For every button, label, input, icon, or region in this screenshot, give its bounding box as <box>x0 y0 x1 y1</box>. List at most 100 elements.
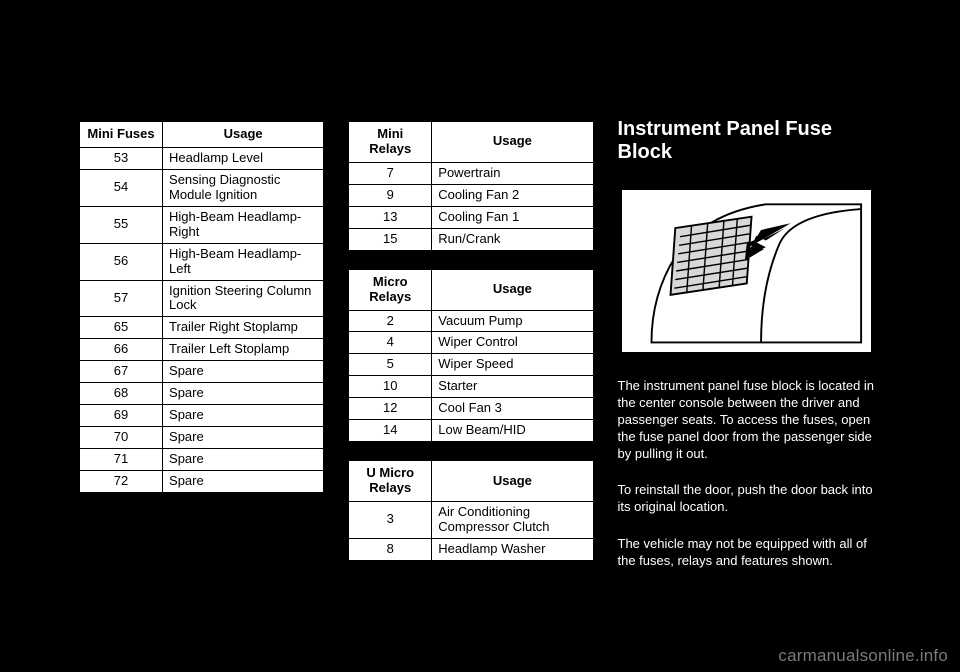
table-cell-number: 71 <box>80 449 163 471</box>
table-header-row: Mini Fuses Usage <box>80 120 324 147</box>
table-cell-number: 4 <box>349 332 432 354</box>
table-row: 67Spare <box>80 361 324 383</box>
table-row: 13Cooling Fan 1 <box>349 206 593 228</box>
table-header: Micro Relays <box>349 268 432 310</box>
table-cell-usage: Cooling Fan 2 <box>432 184 593 206</box>
table-cell-number: 5 <box>349 354 432 376</box>
table-cell-number: 9 <box>349 184 432 206</box>
table-cell-number: 10 <box>349 376 432 398</box>
mini-fuses-table: Mini Fuses Usage 53Headlamp Level54Sensi… <box>79 118 324 496</box>
table-cell-number: 13 <box>349 206 432 228</box>
table-cell-usage: Air Conditioning Compressor Clutch <box>432 502 593 539</box>
section-paragraph: The vehicle may not be equipped with all… <box>618 536 876 570</box>
column-1: Mini Fuses Usage 53Headlamp Level54Sensi… <box>79 118 324 608</box>
table-cell-number: 68 <box>80 383 163 405</box>
section-paragraph: To reinstall the door, push the door bac… <box>618 482 876 516</box>
table-cell-number: 15 <box>349 228 432 251</box>
column-3: Instrument Panel Fuse Block <box>618 118 876 608</box>
table-cell-number: 2 <box>349 310 432 332</box>
table-row: 56High-Beam Headlamp-Left <box>80 243 324 280</box>
table-cell-usage: High-Beam Headlamp-Right <box>163 206 324 243</box>
table-cell-number: 12 <box>349 398 432 420</box>
table-row: 65Trailer Right Stoplamp <box>80 317 324 339</box>
table-row: 69Spare <box>80 405 324 427</box>
table-cell-usage: Ignition Steering Column Lock <box>163 280 324 317</box>
table-row: 54Sensing Diagnostic Module Ignition <box>80 169 324 206</box>
table-row: 12Cool Fan 3 <box>349 398 593 420</box>
table-header: U Micro Relays <box>349 459 432 501</box>
table-cell-number: 7 <box>349 162 432 184</box>
table-cell-usage: Headlamp Level <box>163 147 324 169</box>
table-header-row: Micro Relays Usage <box>349 268 593 310</box>
table-cell-number: 14 <box>349 420 432 443</box>
table-header: Usage <box>432 459 593 501</box>
table-row: 5Wiper Speed <box>349 354 593 376</box>
table-cell-usage: Spare <box>163 361 324 383</box>
table-header: Mini Fuses <box>80 120 163 147</box>
table-cell-usage: Cooling Fan 1 <box>432 206 593 228</box>
pointer-arrow-icon <box>744 222 792 260</box>
table-cell-number: 8 <box>349 538 432 561</box>
table-row: 55High-Beam Headlamp-Right <box>80 206 324 243</box>
table-row: 68Spare <box>80 383 324 405</box>
table-row: 10Starter <box>349 376 593 398</box>
table-header: Mini Relays <box>349 120 432 162</box>
table-header-row: Mini Relays Usage <box>349 120 593 162</box>
table-cell-number: 67 <box>80 361 163 383</box>
table-cell-usage: Spare <box>163 470 324 493</box>
table-row: 53Headlamp Level <box>80 147 324 169</box>
table-row: 2Vacuum Pump <box>349 310 593 332</box>
fuse-block-figure <box>618 186 876 356</box>
table-row: 7Powertrain <box>349 162 593 184</box>
table-row: 15Run/Crank <box>349 228 593 251</box>
table-row: 9Cooling Fan 2 <box>349 184 593 206</box>
table-cell-usage: Starter <box>432 376 593 398</box>
table-row: 57Ignition Steering Column Lock <box>80 280 324 317</box>
table-row: 3Air Conditioning Compressor Clutch <box>349 502 593 539</box>
table-row: 14Low Beam/HID <box>349 420 593 443</box>
watermark-text: carmanualsonline.info <box>778 646 948 666</box>
table-cell-usage: Run/Crank <box>432 228 593 251</box>
table-cell-usage: High-Beam Headlamp-Left <box>163 243 324 280</box>
table-cell-number: 3 <box>349 502 432 539</box>
table-cell-number: 54 <box>80 169 163 206</box>
table-cell-usage: Wiper Speed <box>432 354 593 376</box>
table-cell-usage: Headlamp Washer <box>432 538 593 561</box>
table-row: 8Headlamp Washer <box>349 538 593 561</box>
table-row: 70Spare <box>80 427 324 449</box>
u-micro-relays-table: U Micro Relays Usage 3Air Conditioning C… <box>348 457 593 564</box>
table-header: Usage <box>432 120 593 162</box>
table-cell-usage: Trailer Left Stoplamp <box>163 339 324 361</box>
table-row: 4Wiper Control <box>349 332 593 354</box>
fuse-block-svg <box>622 190 872 352</box>
table-cell-number: 56 <box>80 243 163 280</box>
table-cell-number: 69 <box>80 405 163 427</box>
micro-relays-table: Micro Relays Usage 2Vacuum Pump4Wiper Co… <box>348 266 593 446</box>
table-cell-usage: Cool Fan 3 <box>432 398 593 420</box>
section-paragraph: The instrument panel fuse block is locat… <box>618 378 876 462</box>
table-header: Usage <box>163 120 324 147</box>
table-cell-usage: Sensing Diagnostic Module Ignition <box>163 169 324 206</box>
page-content: Mini Fuses Usage 53Headlamp Level54Sensi… <box>79 118 875 608</box>
section-title: Instrument Panel Fuse Block <box>618 118 876 164</box>
table-cell-number: 66 <box>80 339 163 361</box>
column-2: Mini Relays Usage 7Powertrain9Cooling Fa… <box>348 118 593 608</box>
table-cell-usage: Vacuum Pump <box>432 310 593 332</box>
table-cell-usage: Wiper Control <box>432 332 593 354</box>
table-cell-usage: Spare <box>163 427 324 449</box>
table-cell-usage: Spare <box>163 449 324 471</box>
table-cell-number: 65 <box>80 317 163 339</box>
fuse-panel-grille <box>670 217 751 295</box>
table-cell-usage: Powertrain <box>432 162 593 184</box>
table-row: 72Spare <box>80 470 324 493</box>
table-cell-usage: Low Beam/HID <box>432 420 593 443</box>
table-cell-number: 53 <box>80 147 163 169</box>
table-cell-number: 57 <box>80 280 163 317</box>
table-cell-number: 72 <box>80 470 163 493</box>
table-cell-usage: Trailer Right Stoplamp <box>163 317 324 339</box>
table-cell-number: 55 <box>80 206 163 243</box>
table-cell-usage: Spare <box>163 383 324 405</box>
table-row: 66Trailer Left Stoplamp <box>80 339 324 361</box>
table-cell-number: 70 <box>80 427 163 449</box>
table-cell-usage: Spare <box>163 405 324 427</box>
